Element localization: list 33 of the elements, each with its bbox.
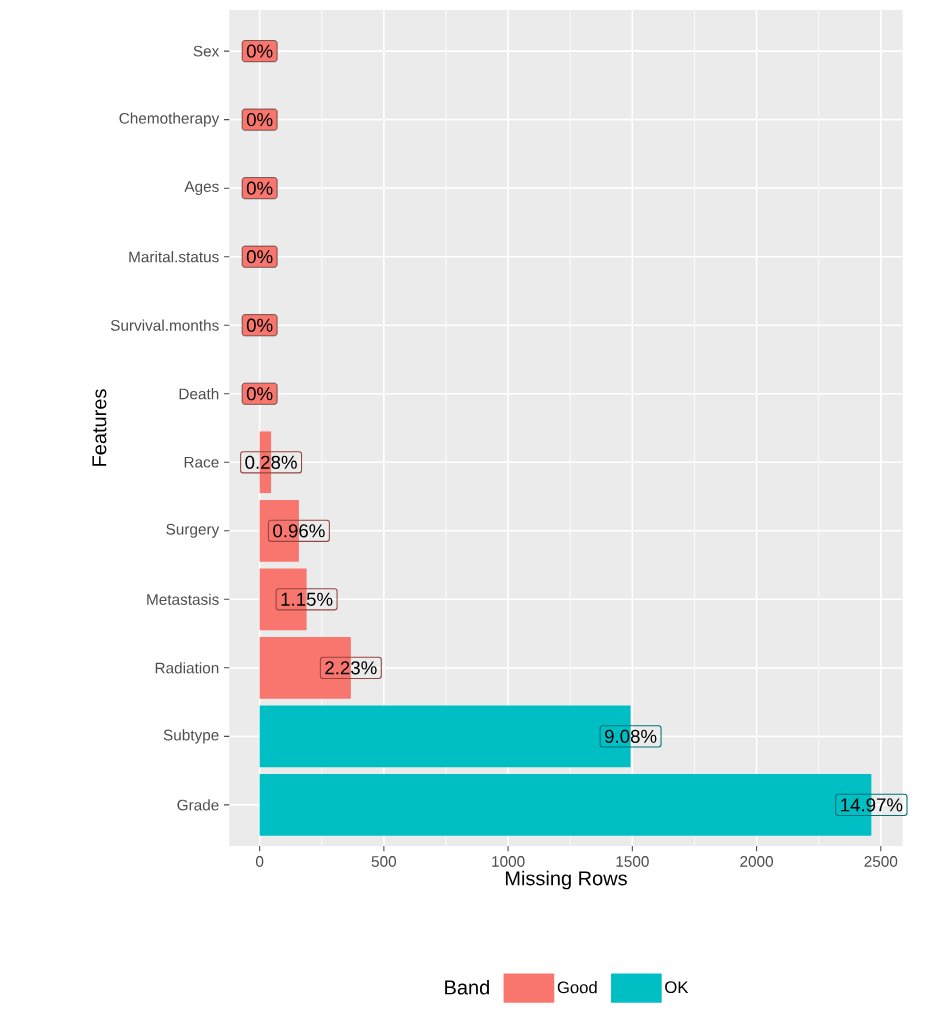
x-axis-title: Missing Rows: [505, 870, 627, 890]
data-label: 0%: [246, 44, 273, 58]
y-tick-label: Sex: [193, 45, 220, 57]
y-tick-label: Race: [184, 456, 219, 468]
legend-label: Good: [557, 981, 597, 994]
annotation: 0.96%: [273, 524, 325, 538]
y-tick-label: Chemotherapy: [119, 112, 220, 127]
y-tick-label: Surgery: [166, 523, 220, 538]
y-tick-label: Marital.status: [129, 251, 219, 263]
y-tick-label: Ages: [184, 181, 219, 196]
data-label: 0%: [246, 250, 273, 264]
annotation: 1.15%: [281, 592, 333, 606]
x-tick-label: 1500: [616, 856, 649, 867]
y-tick-label: Death: [179, 388, 219, 400]
annotation: 0.28%: [245, 455, 297, 469]
y-axis-title: Features: [92, 389, 107, 466]
data-label: 0%: [246, 318, 273, 332]
x-tick-label: 2000: [740, 856, 774, 867]
legend-label: OK: [665, 981, 689, 994]
y-tick-label: Metastasis: [147, 593, 219, 605]
y-tick-label: Survival.months: [110, 319, 219, 331]
x-tick-label: 500: [371, 856, 397, 867]
x-tick-label: 2500: [864, 856, 898, 867]
data-label: 0%: [246, 387, 273, 401]
y-tick-label: Subtype: [163, 729, 219, 744]
data-label: 0%: [246, 181, 273, 195]
data-label: 0%: [246, 113, 273, 127]
y-tick-label: Grade: [177, 799, 219, 811]
annotation: 2.23%: [325, 661, 377, 675]
y-tick-label: Radiation: [155, 662, 219, 674]
legend-title: Band: [445, 979, 489, 995]
x-tick-label: 1000: [492, 856, 525, 867]
x-tick-label: 0: [255, 856, 264, 867]
